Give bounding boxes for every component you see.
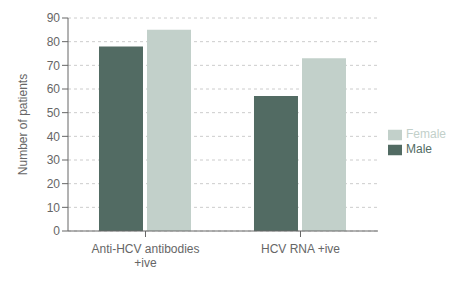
svg-text:90: 90	[47, 11, 61, 25]
svg-text:80: 80	[47, 35, 61, 49]
svg-text:10: 10	[47, 201, 61, 215]
svg-text:HCV RNA +ive: HCV RNA +ive	[261, 242, 340, 256]
svg-text:20: 20	[47, 177, 61, 191]
svg-text:Number of patients: Number of patients	[16, 74, 30, 175]
svg-text:70: 70	[47, 59, 61, 73]
svg-text:Anti-HCV antibodies+ive: Anti-HCV antibodies+ive	[91, 242, 199, 270]
html-text:Male: Male	[406, 142, 432, 156]
html-text:Female: Female	[406, 127, 446, 142]
svg-text:50: 50	[47, 106, 61, 120]
svg-text:60: 60	[47, 82, 61, 96]
svg-text:0: 0	[53, 224, 60, 238]
svg-text:40: 40	[47, 130, 61, 144]
svg-text:30: 30	[47, 153, 61, 167]
